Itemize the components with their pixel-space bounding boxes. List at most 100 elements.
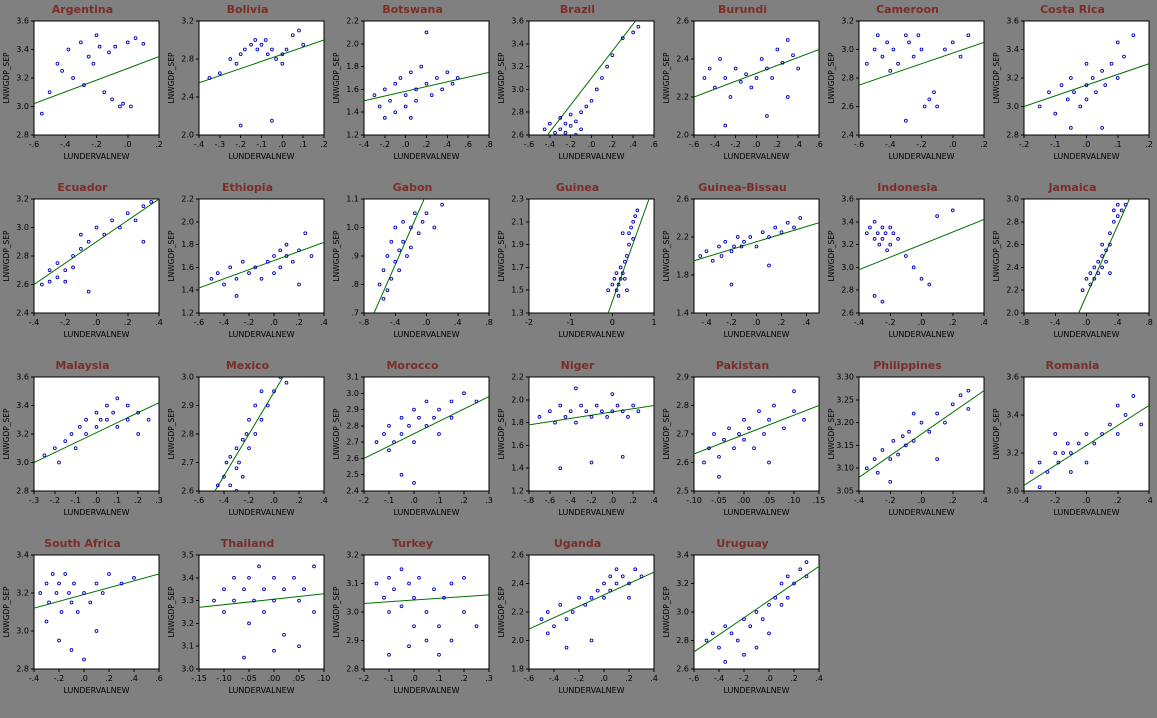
data-point: [729, 282, 734, 287]
data-point: [539, 617, 544, 621]
data-point: [412, 407, 416, 412]
data-point: [1100, 69, 1104, 73]
data-point: [935, 214, 939, 218]
data-point: [419, 64, 424, 69]
data-point: [66, 47, 71, 52]
data-point: [1092, 265, 1097, 270]
data-point: [238, 123, 243, 128]
data-point: [744, 72, 748, 77]
trend-line: [694, 405, 819, 455]
data-point: [563, 130, 568, 135]
data-point: [872, 47, 877, 52]
data-point: [274, 57, 278, 61]
x-tick-label: .1: [435, 496, 443, 505]
data-point: [297, 248, 301, 253]
data-point: [249, 42, 253, 47]
data-point: [639, 574, 644, 579]
data-point: [118, 225, 122, 230]
data-point: [474, 399, 479, 404]
data-point: [627, 581, 631, 586]
y-tick-label: 1.5: [511, 286, 524, 295]
y-axis-label: LNWGDP_SEP: [2, 52, 11, 104]
y-tick-label: 1.2: [181, 309, 194, 318]
data-point: [749, 85, 754, 90]
y-tick-label: 2.0: [181, 131, 194, 140]
x-tick-label: .2: [320, 140, 328, 149]
data-point: [615, 403, 620, 408]
y-tick-label: 1.8: [346, 62, 359, 71]
data-point: [610, 53, 615, 58]
data-point: [577, 595, 581, 600]
data-point: [105, 417, 109, 422]
x-tick-label: -.2: [574, 674, 585, 683]
data-point: [707, 446, 711, 451]
data-point: [702, 76, 707, 80]
x-tick-label: -.4: [701, 318, 712, 327]
x-tick-label: .2: [949, 318, 957, 327]
data-point: [900, 434, 905, 439]
data-point: [773, 225, 778, 230]
chart-plot: 2.8 3.0 3.2 3.4 3.6 -.2 -.1 .0 .1 .2 LUNDERVALNEW L…: [992, 17, 1153, 161]
y-tick-label: .7: [351, 309, 359, 318]
data-point: [579, 127, 583, 132]
chart-title: Malaysia: [55, 359, 110, 372]
data-point: [542, 127, 547, 132]
data-point: [904, 254, 908, 258]
data-point: [888, 242, 893, 247]
data-point: [1037, 460, 1042, 465]
y-tick-label: 2.7: [181, 458, 194, 467]
data-point: [387, 575, 391, 580]
data-point: [392, 440, 396, 444]
x-axis-label: LUNDERVALNEW: [1053, 152, 1119, 161]
data-point: [55, 261, 60, 265]
y-tick-label: 3.2: [841, 240, 854, 249]
data-point: [719, 254, 724, 258]
data-point: [579, 403, 583, 408]
data-point: [770, 76, 774, 80]
x-tick-label: .4: [1114, 318, 1122, 327]
data-point: [52, 446, 57, 451]
x-tick-label: -.6: [194, 496, 205, 505]
data-point: [712, 85, 717, 90]
y-tick-label: 2.8: [346, 421, 359, 430]
data-point: [435, 76, 439, 80]
x-tick-label: -.2: [91, 140, 102, 149]
data-point: [253, 38, 258, 42]
x-tick-label: .0: [609, 496, 617, 505]
y-tick-label: 2.7: [346, 438, 359, 447]
y-tick-label: 2.4: [511, 579, 524, 588]
data-point: [278, 248, 283, 253]
data-point: [240, 437, 245, 442]
data-point: [272, 648, 276, 653]
data-point: [247, 446, 251, 451]
data-point: [1088, 271, 1093, 275]
x-tick-label: .2: [155, 140, 163, 149]
chart-title: Indonesia: [877, 181, 938, 194]
x-tick-label: .2: [949, 496, 957, 505]
x-tick-label: .4: [320, 318, 328, 327]
data-point: [259, 276, 264, 281]
data-point: [574, 133, 578, 135]
data-point: [401, 239, 405, 244]
y-tick-label: 2.6: [841, 102, 854, 111]
chart-title: Cameroon: [876, 3, 939, 16]
chart-plot: 1.8 2.0 2.2 2.4 2.6 -.6 -.4 -.2 .0 .2 .4 LUNDERVALN…: [497, 551, 658, 695]
data-point: [424, 424, 429, 428]
y-tick-label: 3.20: [836, 418, 854, 427]
data-point: [397, 248, 402, 253]
data-point: [589, 460, 594, 465]
data-point: [255, 47, 260, 52]
y-axis-label: LNWGDP_SEP: [2, 586, 11, 638]
chart-title: Guinea-Bissau: [698, 181, 787, 194]
points-group: [377, 202, 444, 301]
trend-line: [607, 199, 650, 313]
data-point: [94, 33, 99, 38]
y-axis-label: LNWGDP_SEP: [167, 586, 176, 638]
x-tick-label: .2: [134, 496, 142, 505]
data-point: [614, 288, 619, 293]
data-point: [449, 638, 454, 643]
trend-line: [34, 199, 159, 285]
data-point: [253, 265, 258, 270]
y-tick-label: 3.30: [836, 373, 854, 382]
data-point: [553, 130, 557, 135]
